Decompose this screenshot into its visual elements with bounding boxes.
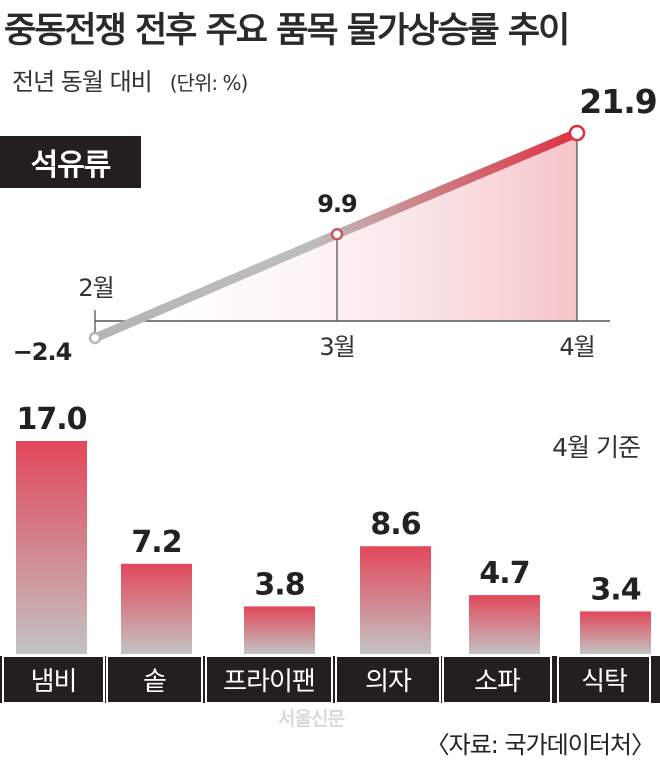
x-tick-label-apr: 4월	[559, 333, 594, 361]
bar-frypan-value: 3.8	[254, 567, 304, 602]
series-badge-oil: 석유류	[0, 136, 141, 188]
point-feb	[88, 331, 102, 345]
bar-pot-label-box	[2, 655, 105, 704]
value-label-apr: 21.9	[579, 82, 656, 121]
unit-label: (단위: %)	[169, 71, 249, 95]
x-tick-label-mar: 3월	[319, 333, 354, 361]
bar-frypan-label: 프라이팬	[223, 667, 315, 697]
bar-frypan	[244, 606, 315, 654]
value-label-mar: 9.9	[317, 190, 357, 218]
bar-cauldron-label-box	[106, 655, 203, 704]
point-mar	[330, 227, 344, 241]
watermark-stamp: 서울신문	[278, 708, 345, 730]
bar-chair-label: 의자	[365, 667, 412, 697]
bar-sofa-value: 4.7	[479, 556, 529, 591]
subtitle-text: 전년 동월 대비	[12, 68, 153, 96]
x-tick-label-feb: 2월	[78, 274, 113, 302]
bar-cauldron	[121, 563, 192, 654]
bar-chart-note: 4월 기준	[552, 433, 641, 462]
bar-pot-label: 냄비	[31, 667, 77, 697]
bar-chair-label-box	[335, 655, 441, 704]
bar-table	[580, 611, 651, 654]
bar-table-value: 3.4	[590, 572, 640, 607]
bar-sofa	[469, 595, 540, 654]
source-label: 〈자료: 국가데이터처〉	[425, 731, 655, 759]
bar-cauldron-value: 7.2	[131, 525, 181, 560]
bar-chair-value: 8.6	[370, 507, 420, 542]
chart-subtitle: 전년 동월 대비 (단위: %)	[12, 62, 249, 97]
bar-sofa-label: 소파	[474, 667, 521, 697]
bar-sofa-label-box	[442, 655, 552, 704]
point-apr	[568, 124, 586, 142]
value-label-feb: −2.4	[13, 338, 72, 366]
bar-pot	[16, 441, 87, 654]
chart-title: 중동전쟁 전후 주요 품목 물가상승률 추이	[4, 11, 570, 51]
bar-table-label: 식탁	[581, 667, 627, 697]
bar-cauldron-label: 솥	[143, 667, 166, 697]
bar-chair	[360, 546, 431, 654]
bar-frypan-label-box	[205, 655, 333, 704]
bar-pot-value: 17.0	[16, 402, 86, 437]
bar-table-label-box	[557, 655, 651, 704]
